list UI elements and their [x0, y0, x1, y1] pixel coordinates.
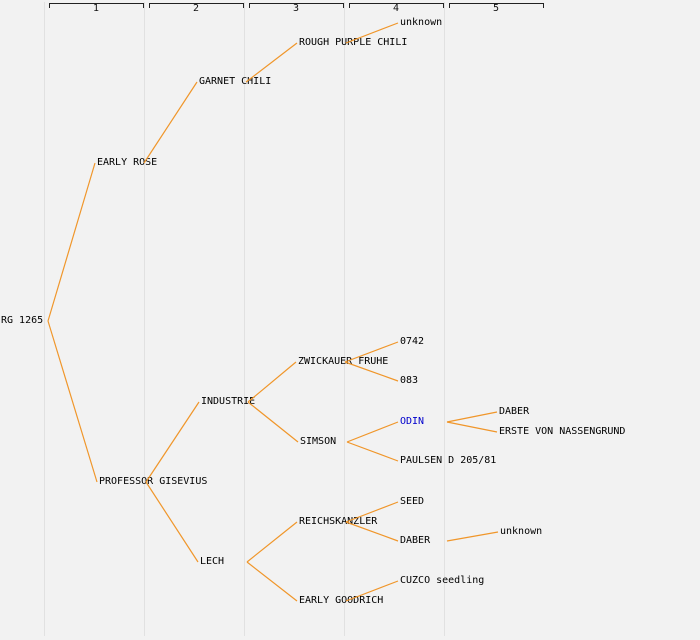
generation-label-5: 5 [492, 3, 500, 14]
tree-node-lech[interactable]: LECH [200, 556, 225, 567]
tree-node-cuzco_seedling[interactable]: CUZCO seedling [400, 575, 485, 586]
tree-node-unknown_bottom[interactable]: unknown [500, 526, 543, 537]
pedigree-edge [246, 561, 298, 602]
tree-node-reichskanzler[interactable]: REICHSKANZLER [299, 516, 378, 527]
tree-node-early_goodrich[interactable]: EARLY GOODRICH [299, 595, 384, 606]
generation-label-2: 2 [192, 3, 200, 14]
tree-node-n083[interactable]: 083 [400, 375, 419, 386]
tree-node-professor_gisevius[interactable]: PROFESSOR GISEVIUS [99, 476, 208, 487]
generation-label-4: 4 [392, 3, 400, 14]
tree-node-paulsen_d_205_81[interactable]: PAULSEN D 205/81 [400, 455, 497, 466]
tree-node-daber_bottom[interactable]: DABER [400, 535, 431, 546]
tree-node-seed[interactable]: SEED [400, 496, 425, 507]
pedigree-edge [143, 81, 198, 164]
pedigree-edge [47, 320, 98, 483]
tree-node-industrie[interactable]: INDUSTRIE [201, 396, 256, 407]
tree-node-garnet_chili[interactable]: GARNET CHILI [199, 76, 272, 87]
pedigree-edge [145, 401, 200, 483]
pedigree-edge [446, 411, 498, 423]
pedigree-edge [446, 531, 499, 542]
pedigree-edge [446, 421, 498, 433]
tree-node-early_rose[interactable]: EARLY ROSE [97, 157, 158, 168]
generation-label-3: 3 [292, 3, 300, 14]
pedigree-edge [346, 441, 399, 462]
tree-node-erste_von_nassengrund[interactable]: ERSTE VON NASSENGRUND [499, 426, 626, 437]
pedigree-edge [247, 401, 299, 443]
pedigree-edge [145, 481, 199, 563]
pedigree-edge [346, 421, 399, 443]
pedigree-edge-lines [47, 22, 499, 602]
tree-node-rg1265[interactable]: RG 1265 [1, 315, 44, 326]
tree-node-odin[interactable]: ODIN [400, 416, 425, 427]
tree-node-simson[interactable]: SIMSON [300, 436, 337, 447]
pedigree-edge [247, 361, 297, 403]
pedigree-edge [47, 162, 96, 322]
pedigree-edge [246, 521, 298, 563]
generation-gridlines [44, 2, 445, 636]
tree-node-rough_purple_chili[interactable]: ROUGH PURPLE CHILI [299, 37, 408, 48]
tree-node-daber_top[interactable]: DABER [499, 406, 530, 417]
tree-node-unknown_top[interactable]: unknown [400, 17, 443, 28]
tree-node-n0742[interactable]: 0742 [400, 336, 425, 347]
generation-label-1: 1 [92, 3, 100, 14]
tree-node-zwickauer_fruhe[interactable]: ZWICKAUER FRUHE [298, 356, 389, 367]
